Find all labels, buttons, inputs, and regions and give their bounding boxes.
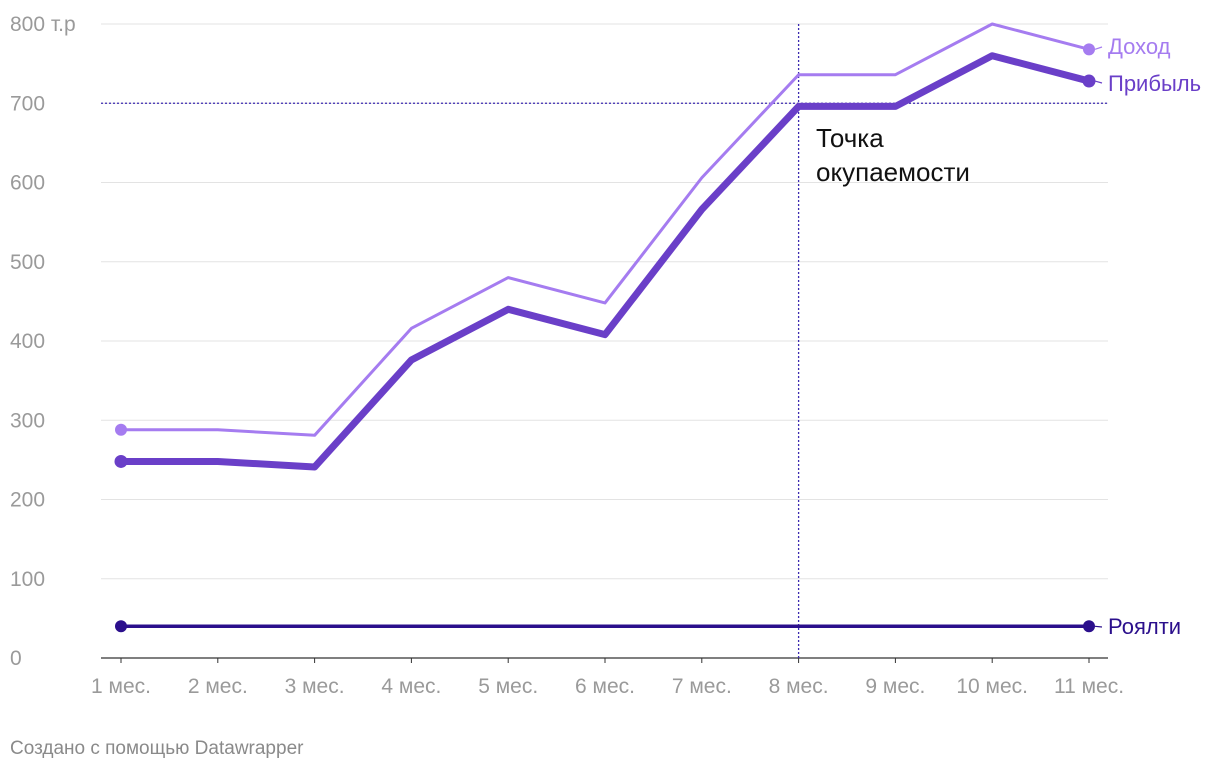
y-tick-label: 200 — [10, 489, 45, 512]
y-tick-label: 500 — [10, 251, 45, 274]
series-labels: Доход Прибыль Роялти — [1094, 34, 1201, 639]
x-tick-label: 1 мес. — [91, 675, 151, 698]
y-tick-label: 100 — [10, 568, 45, 591]
annotation-line-1: Точка — [816, 123, 884, 153]
annotation-line-2: окупаемости — [816, 157, 970, 187]
series-label-connector — [1094, 80, 1103, 84]
y-tick-label: 800 т.р — [10, 13, 76, 36]
credit-text: Создано с помощью Datawrapper — [10, 738, 304, 759]
x-tick-label: 8 мес. — [769, 675, 829, 698]
x-tick-label: 6 мес. — [575, 675, 635, 698]
series-line — [117, 52, 1093, 471]
series-label: Доход — [1108, 34, 1171, 59]
x-tick-label: 4 мес. — [381, 675, 441, 698]
y-axis-ticks: 0 100 200 300 400 500 600 700 800 т.р — [10, 13, 76, 670]
x-tick-label: 10 мес. — [956, 675, 1028, 698]
x-tick-label: 9 мес. — [865, 675, 925, 698]
y-tick-label: 300 — [10, 409, 45, 432]
gridlines — [101, 23, 1108, 580]
series-point — [1083, 43, 1095, 56]
series-line — [119, 22, 1091, 437]
series-label: Роялти — [1108, 614, 1181, 639]
y-tick-label: 400 — [10, 330, 45, 353]
x-tick-label: 2 мес. — [188, 675, 248, 698]
x-tick-label: 11 мес. — [1054, 675, 1124, 698]
y-tick-label: 600 — [10, 172, 45, 195]
series-point — [115, 423, 127, 436]
series-point — [1082, 74, 1096, 88]
series-point — [115, 620, 127, 633]
x-axis-ticks: 1 мес. 2 мес. 3 мес. 4 мес. 5 мес. 6 мес. 7 ме… — [91, 658, 1124, 698]
reference-lines — [101, 24, 1108, 658]
x-tick-label: 5 мес. — [478, 675, 538, 698]
series-label: Прибыль — [1108, 71, 1201, 96]
x-tick-label: 3 мес. — [285, 675, 345, 698]
series-point — [114, 454, 128, 468]
y-tick-label: 0 — [10, 647, 22, 670]
y-tick-label: 700 — [10, 92, 45, 115]
series-label-connector — [1094, 625, 1103, 628]
series-group — [114, 22, 1096, 633]
series-point — [1083, 620, 1095, 633]
series-label-connector — [1094, 46, 1103, 50]
x-tick-label: 7 мес. — [672, 675, 732, 698]
